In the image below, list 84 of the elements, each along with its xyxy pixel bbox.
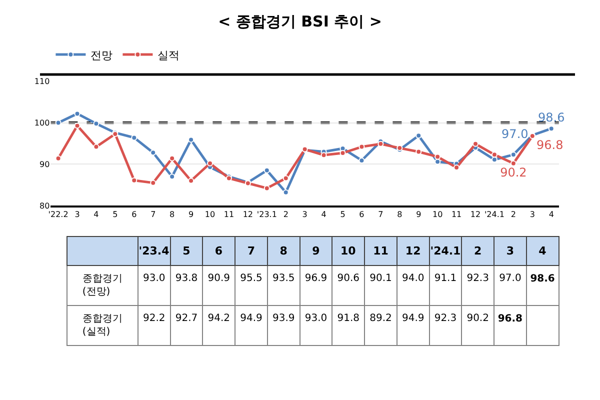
text: 9: [312, 244, 320, 258]
text: 89.2: [370, 313, 392, 324]
data-label: 96.8: [536, 138, 564, 152]
text: 92.3: [434, 313, 457, 324]
text: 6: [214, 244, 223, 258]
text: '23.4: [138, 244, 170, 258]
y-tick-label: 90: [40, 160, 50, 169]
x-tick-label: 7: [378, 210, 384, 220]
text: 10: [340, 244, 356, 258]
x-tick-label: 9: [188, 210, 194, 220]
legend-label: 전망: [90, 48, 113, 62]
x-tick-label: 4: [548, 210, 554, 220]
point: [434, 158, 441, 165]
x-tick-label: 8: [170, 210, 175, 220]
point: [150, 150, 156, 156]
text: 93.5: [272, 273, 295, 284]
text: 92.2: [143, 313, 166, 324]
point: [491, 152, 498, 158]
data-label: 97.0: [502, 127, 528, 142]
x-tick-label: 4: [321, 210, 326, 220]
point: [188, 136, 194, 143]
x-tick-label: 11: [451, 210, 462, 220]
x-tick-label: '22.2: [48, 210, 68, 220]
x-tick-label: 10: [432, 210, 443, 220]
x-tick-label: 2: [283, 210, 288, 220]
y-tick-label: 100: [34, 118, 50, 128]
x-tick-label: 3: [74, 210, 80, 220]
text: 90.6: [337, 273, 360, 284]
x-tick-label: 4: [94, 210, 99, 220]
point: [74, 122, 80, 129]
x-tick-label: 5: [340, 210, 346, 220]
x-tick-label: 6: [132, 210, 137, 220]
text: 3: [506, 244, 514, 258]
text: 90.1: [370, 273, 392, 284]
legend-label: 실적: [158, 48, 180, 62]
x-tick-label: '23.1: [256, 210, 277, 220]
x-tick-label: 3: [530, 210, 535, 220]
data-label: 90.2: [500, 165, 527, 180]
text: 95.5: [240, 273, 262, 284]
text: 97.0: [499, 273, 522, 284]
text: 90.2: [466, 313, 489, 324]
text: 종합경기 (전망): [82, 274, 122, 298]
text: 2: [474, 244, 482, 258]
y-tick-label: 80: [40, 201, 50, 210]
y-tick-label: 110: [34, 77, 50, 86]
text: 93.9: [272, 313, 295, 324]
x-tick-label: 3: [302, 210, 308, 220]
x-tick-label: 6: [359, 210, 364, 220]
text: 12: [405, 244, 421, 258]
x-tick-label: 2: [510, 210, 516, 220]
text: 7: [247, 244, 256, 258]
x-tick-label: 12: [470, 210, 481, 220]
x-tick-label: 10: [204, 210, 216, 220]
x-tick-label: 11: [224, 210, 234, 220]
chart-title: < 종합경기 BSI 추이 >: [218, 12, 382, 30]
text: 11: [373, 244, 388, 258]
text: 96.9: [304, 273, 328, 284]
x-tick-label: '24.1: [484, 210, 504, 220]
x-tick-label: 8: [397, 210, 402, 220]
text: 91.8: [337, 313, 360, 324]
text: 94.0: [402, 273, 424, 284]
data-label: 98.6: [538, 110, 565, 124]
text: 91.1: [434, 273, 457, 284]
x-tick-label: 7: [150, 210, 156, 220]
x-tick-label: 12: [242, 210, 254, 220]
text: 4: [538, 244, 547, 258]
text: 94.9: [240, 313, 262, 324]
text: 92.7: [175, 313, 198, 324]
text: 종합경기 (실적): [82, 314, 122, 338]
point: [282, 175, 289, 182]
text: 93.0: [143, 273, 166, 284]
text: 94.9: [402, 313, 424, 324]
text: 8: [280, 244, 288, 258]
text: 93.0: [304, 313, 328, 324]
text: 94.2: [208, 313, 230, 324]
x-tick-label: 5: [112, 210, 118, 220]
text: 93.8: [175, 273, 198, 284]
text: 98.6: [530, 274, 555, 285]
text: 90.9: [208, 273, 230, 284]
x-tick-label: 9: [416, 210, 422, 220]
text: 5: [182, 244, 190, 258]
text: 92.3: [466, 273, 489, 284]
text: '24.1: [430, 244, 461, 258]
text: 96.8: [498, 314, 523, 325]
